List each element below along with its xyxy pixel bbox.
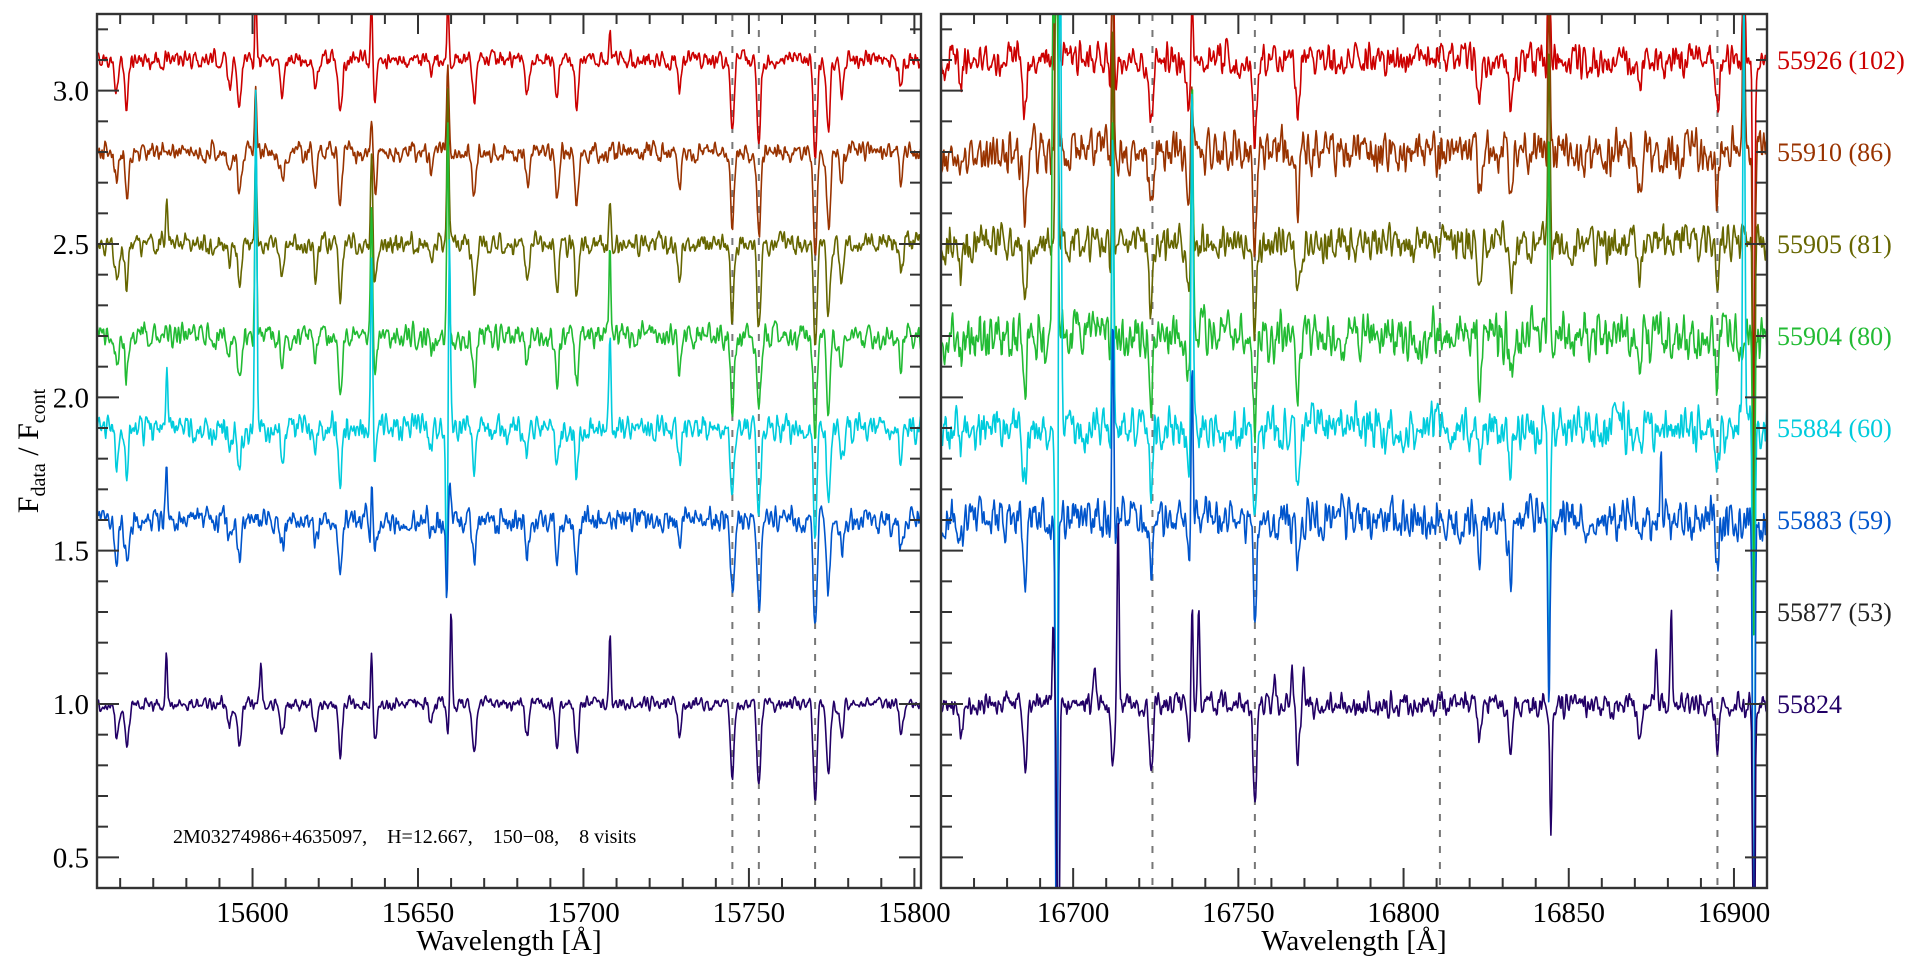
left-panel: 15600 15650 15700 15750 15800 Wavelength [Å] 0…	[53, 12, 951, 957]
legend-label-55824: 55824	[1777, 690, 1842, 719]
x-tick-label: 16800	[1367, 897, 1440, 929]
spectrum-line-55884	[941, 14, 1767, 888]
series-labels: 55926 (102) 55910 (86) 55905 (81) 55904 (80…	[1777, 46, 1905, 719]
spectrum-line-55926	[941, 14, 1767, 443]
spectrum-line-55910	[941, 14, 1767, 553]
x-tick-label: 16700	[1037, 897, 1110, 929]
spectrum-line-55905	[941, 14, 1767, 608]
legend-label-55904: 55904 (80)	[1777, 322, 1892, 351]
x-tick-label: 15600	[216, 897, 289, 929]
star-annotation: 2M03274986+4635097, H=12.667, 150−08, 8 …	[173, 826, 637, 848]
spectrum-line-55910	[97, 64, 921, 256]
x-tick-label: 16850	[1533, 897, 1606, 929]
legend-label-55910: 55910 (86)	[1777, 138, 1892, 167]
x-axis-label: Wavelength [Å]	[1261, 925, 1446, 957]
x-tick-label: 15700	[547, 897, 620, 929]
plot-frame	[95, 12, 923, 890]
y-tick-label: 2.5	[53, 229, 89, 261]
legend-label-55883: 55883 (59)	[1777, 506, 1892, 535]
spectrum-line-55883	[97, 466, 921, 624]
legend-label-55905: 55905 (81)	[1777, 230, 1892, 259]
spectrum-line-55883	[941, 328, 1767, 888]
right-panel: 16700 16750 16800 16850 16900 Wavelength [Å]	[939, 12, 1771, 957]
x-tick-label: 16750	[1202, 897, 1275, 929]
spectrum-line-55904	[941, 14, 1767, 636]
y-axis-label: Fdata / Fcont	[12, 388, 50, 513]
x-tick-label: 15650	[382, 897, 455, 929]
legend-label-55877: 55877 (53)	[1777, 598, 1892, 627]
legend-label-55884: 55884 (60)	[1777, 414, 1892, 443]
spectrum-line-55926	[97, 14, 921, 159]
spectrum-line-55905	[97, 88, 921, 346]
x-tick-label: 15800	[878, 897, 951, 929]
spectrum-line-55904	[97, 122, 921, 440]
plot-frame	[939, 12, 1769, 890]
legend-label-55926: 55926 (102)	[1777, 46, 1905, 75]
x-tick-label: 16900	[1698, 897, 1771, 929]
spectrum-line-55884	[97, 89, 921, 597]
y-tick-label: 1.5	[53, 536, 89, 568]
y-tick-label: 1.0	[53, 689, 89, 721]
y-tick-label: 3.0	[53, 76, 89, 108]
y-tick-label: 2.0	[53, 382, 89, 414]
y-tick-label: 0.5	[53, 842, 89, 874]
x-tick-label: 15750	[713, 897, 786, 929]
spectrum-line-55824	[941, 522, 1767, 888]
spectrum-line-55824	[97, 613, 921, 801]
x-axis-label: Wavelength [Å]	[416, 925, 601, 957]
